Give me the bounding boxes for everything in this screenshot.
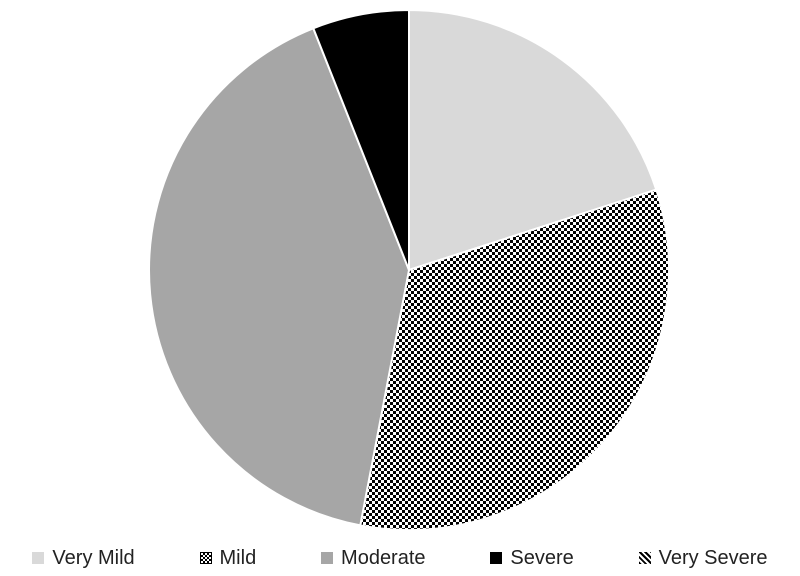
legend-swatch-very-severe [638, 552, 651, 564]
legend-item-very-mild: Very Mild [32, 546, 135, 570]
legend-item-severe: Severe [490, 546, 574, 570]
legend-item-moderate: Moderate [321, 547, 426, 570]
legend-item-mild: Mild [199, 546, 257, 570]
legend-swatch-moderate [321, 552, 334, 564]
pie-slice-very-mild [408, 8, 658, 272]
legend-swatch-severe [490, 552, 503, 564]
legend-swatch-mild [199, 552, 212, 564]
legend-label-very-severe: Very Severe [658, 546, 768, 569]
pie-slice-severe [311, 8, 410, 271]
pie-slice-moderate [148, 26, 411, 527]
legend-label-severe: Severe [510, 546, 574, 569]
legend: Very Mild Mild Moderate Severe Very Severe [0, 540, 800, 576]
pie-slice-mild [359, 188, 670, 531]
legend-label-very-mild: Very Mild [52, 546, 135, 569]
legend-label-mild: Mild [219, 546, 257, 569]
legend-label-moderate: Moderate [341, 546, 426, 569]
pie-chart [148, 8, 670, 531]
legend-swatch-very-mild [32, 552, 45, 564]
legend-item-very-severe: Very Severe [638, 546, 768, 570]
